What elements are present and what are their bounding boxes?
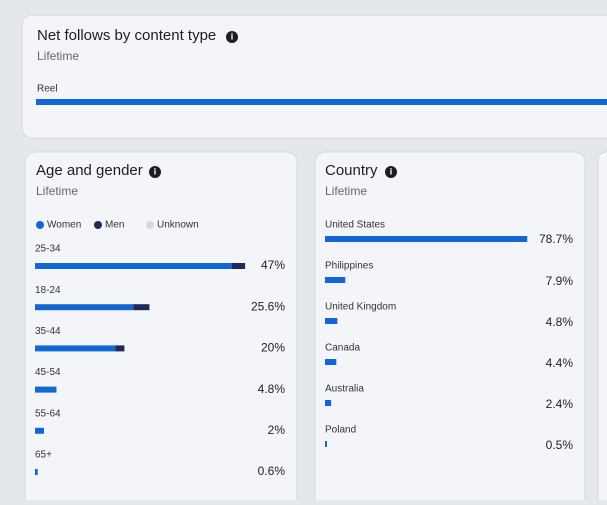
age-bar-men bbox=[133, 304, 150, 311]
country-bar bbox=[325, 318, 338, 324]
age-value: 20% bbox=[261, 341, 285, 355]
country-value: 78.7% bbox=[539, 232, 573, 246]
card-title: Country bbox=[325, 162, 378, 179]
age-value: 4.8% bbox=[258, 382, 286, 396]
age-bar-women bbox=[35, 304, 134, 311]
country-value: 4.8% bbox=[546, 315, 574, 329]
age-label: 18-24 bbox=[35, 285, 61, 296]
country-label: Canada bbox=[325, 343, 360, 354]
age-card bbox=[24, 151, 298, 505]
card-title: Age and gender bbox=[36, 162, 143, 179]
age-value: 2% bbox=[268, 423, 286, 437]
age-value: 0.6% bbox=[258, 464, 286, 478]
country-bar bbox=[325, 359, 337, 365]
age-bar-men bbox=[231, 263, 246, 269]
country-card bbox=[314, 151, 586, 505]
reel-bar bbox=[36, 99, 607, 105]
age-label: 25-34 bbox=[35, 244, 61, 255]
country-label: United States bbox=[325, 220, 385, 231]
legend-label: Men bbox=[105, 220, 124, 231]
age-bar-women bbox=[35, 427, 44, 434]
net-follows-card bbox=[21, 14, 607, 139]
legend-label: Women bbox=[47, 220, 81, 231]
country-value: 7.9% bbox=[546, 274, 574, 288]
card-subtitle: Lifetime bbox=[37, 49, 79, 63]
content-type-label: Reel bbox=[37, 84, 58, 95]
svg-text:i: i bbox=[154, 166, 157, 176]
age-bar-men bbox=[115, 345, 125, 352]
card-title: Net follows by content type bbox=[37, 27, 216, 44]
age-bar-women bbox=[35, 386, 57, 393]
legend-dot bbox=[146, 221, 154, 229]
country-bar bbox=[325, 236, 528, 242]
age-value: 47% bbox=[261, 258, 285, 272]
card-subtitle: Lifetime bbox=[36, 184, 78, 198]
country-label: Australia bbox=[325, 384, 364, 395]
legend-label: Unknown bbox=[157, 220, 199, 231]
country-label: United Kingdom bbox=[325, 302, 396, 313]
info-icon[interactable]: i bbox=[149, 166, 161, 178]
country-bar bbox=[325, 441, 327, 447]
info-icon[interactable]: i bbox=[385, 166, 397, 178]
age-label: 35-44 bbox=[35, 326, 61, 337]
age-label: 45-54 bbox=[35, 367, 61, 378]
legend-dot bbox=[94, 221, 102, 229]
legend-dot bbox=[36, 221, 44, 229]
age-bar-women bbox=[35, 345, 116, 352]
svg-text:i: i bbox=[231, 31, 234, 41]
country-bar bbox=[325, 277, 346, 283]
card-subtitle: Lifetime bbox=[325, 184, 367, 198]
age-bar-women bbox=[35, 469, 38, 475]
country-label: Philippines bbox=[325, 261, 373, 272]
country-value: 2.4% bbox=[546, 397, 574, 411]
age-label: 65+ bbox=[35, 450, 52, 461]
next-card bbox=[597, 151, 607, 505]
country-bar bbox=[325, 400, 332, 406]
country-value: 4.4% bbox=[546, 356, 574, 370]
age-value: 25.6% bbox=[251, 299, 285, 313]
svg-text:i: i bbox=[390, 166, 393, 176]
age-bar-women bbox=[35, 263, 232, 269]
info-icon[interactable]: i bbox=[226, 31, 238, 43]
country-value: 0.5% bbox=[546, 438, 574, 452]
age-label: 55-64 bbox=[35, 408, 61, 419]
country-label: Poland bbox=[325, 425, 356, 436]
